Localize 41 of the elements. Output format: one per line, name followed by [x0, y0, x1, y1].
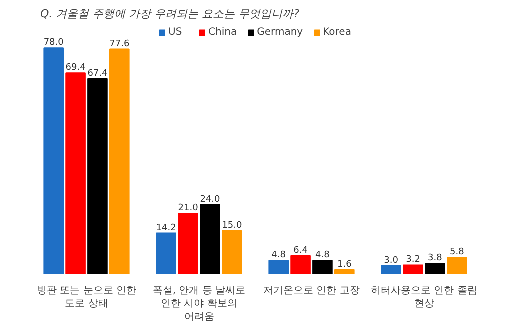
x-tick-label: 저기온으로 인한 고장: [264, 286, 360, 296]
bar: [222, 230, 242, 274]
bar: [381, 265, 402, 274]
bar: [88, 78, 108, 274]
bar: [156, 232, 176, 274]
bar: [178, 213, 198, 274]
bar: [268, 260, 289, 274]
bar: [44, 48, 64, 274]
data-label: 21.0: [178, 204, 199, 214]
legend-label: Korea: [323, 27, 352, 38]
data-label: 77.6: [110, 39, 130, 50]
data-label: 6.4: [294, 246, 308, 256]
legend-label: Germany: [257, 27, 304, 38]
data-label: 4.8: [272, 250, 286, 261]
x-tick-label: 빙판 또는 눈으로 인한 도로 상태: [36, 286, 137, 310]
data-label: 3.8: [428, 253, 443, 264]
data-label: 3.0: [384, 256, 399, 266]
bar: [334, 269, 355, 274]
data-label: 69.4: [66, 63, 86, 74]
bar: [200, 204, 220, 274]
data-label: 1.6: [338, 260, 352, 270]
bar: [312, 260, 333, 274]
bar: [110, 48, 130, 274]
data-label: 4.8: [316, 250, 330, 261]
data-label: 14.2: [156, 223, 176, 234]
bar: [425, 262, 446, 274]
legend-label: China: [208, 27, 238, 38]
bar: [66, 72, 86, 274]
legend-label: US: [168, 27, 184, 38]
data-label: 3.2: [406, 255, 420, 266]
data-label: 78.0: [44, 38, 64, 48]
bar: [290, 255, 311, 274]
x-tick-label: 히터사용으로 인한 졸림 현상: [371, 286, 478, 310]
data-label: 15.0: [222, 220, 242, 231]
data-label: 24.0: [200, 194, 221, 205]
bar: [447, 257, 468, 274]
chart-title: Q. 겨울철 주행에 가장 우려되는 요소는 무엇입니까?: [40, 8, 300, 20]
x-tick-label: 폭설, 안개 등 날씨로 인한 시야 확보의 어려움: [152, 286, 246, 323]
bar: [403, 264, 424, 274]
data-label: 67.4: [88, 68, 108, 79]
data-label: 5.8: [450, 248, 465, 258]
